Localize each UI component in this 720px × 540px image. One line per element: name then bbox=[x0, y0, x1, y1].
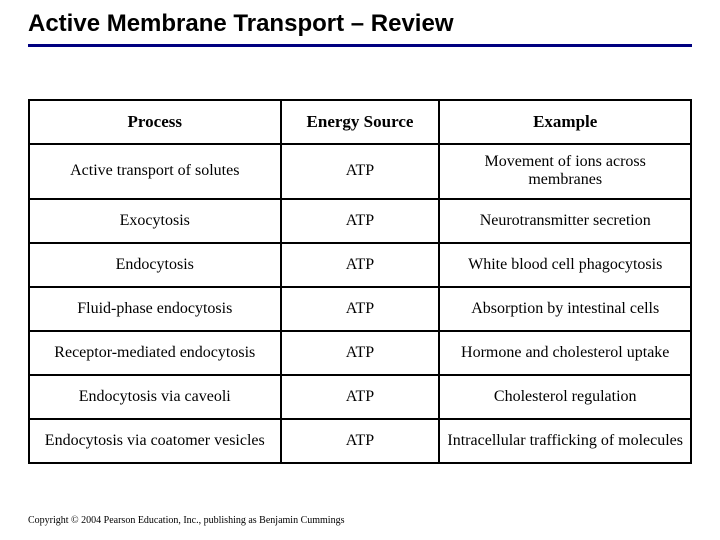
cell-example: Absorption by intestinal cells bbox=[439, 287, 691, 331]
col-header-energy: Energy Source bbox=[281, 100, 440, 144]
cell-example: Neurotransmitter secretion bbox=[439, 199, 691, 243]
cell-energy: ATP bbox=[281, 375, 440, 419]
cell-process: Active transport of solutes bbox=[29, 144, 281, 199]
cell-example: Cholesterol regulation bbox=[439, 375, 691, 419]
slide-page: Active Membrane Transport – Review Proce… bbox=[0, 0, 720, 540]
table-row: Endocytosis via caveoli ATP Cholesterol … bbox=[29, 375, 691, 419]
cell-process: Endocytosis via caveoli bbox=[29, 375, 281, 419]
table-row: Endocytosis via coatomer vesicles ATP In… bbox=[29, 419, 691, 463]
table-row: Fluid-phase endocytosis ATP Absorption b… bbox=[29, 287, 691, 331]
cell-example: Hormone and cholesterol uptake bbox=[439, 331, 691, 375]
table-container: Process Energy Source Example Active tra… bbox=[28, 99, 692, 464]
cell-process: Endocytosis via coatomer vesicles bbox=[29, 419, 281, 463]
col-header-example: Example bbox=[439, 100, 691, 144]
cell-energy: ATP bbox=[281, 243, 440, 287]
cell-example: White blood cell phagocytosis bbox=[439, 243, 691, 287]
table-row: Active transport of solutes ATP Movement… bbox=[29, 144, 691, 199]
transport-table: Process Energy Source Example Active tra… bbox=[28, 99, 692, 464]
col-header-process: Process bbox=[29, 100, 281, 144]
cell-example: Intracellular trafficking of molecules bbox=[439, 419, 691, 463]
cell-energy: ATP bbox=[281, 199, 440, 243]
table-row: Endocytosis ATP White blood cell phagocy… bbox=[29, 243, 691, 287]
cell-process: Exocytosis bbox=[29, 199, 281, 243]
page-title: Active Membrane Transport – Review bbox=[28, 10, 692, 47]
cell-energy: ATP bbox=[281, 144, 440, 199]
cell-process: Endocytosis bbox=[29, 243, 281, 287]
cell-energy: ATP bbox=[281, 419, 440, 463]
cell-energy: ATP bbox=[281, 287, 440, 331]
cell-process: Receptor-mediated endocytosis bbox=[29, 331, 281, 375]
table-row: Exocytosis ATP Neurotransmitter secretio… bbox=[29, 199, 691, 243]
table-row: Receptor-mediated endocytosis ATP Hormon… bbox=[29, 331, 691, 375]
copyright-footer: Copyright © 2004 Pearson Education, Inc.… bbox=[28, 515, 344, 526]
table-header-row: Process Energy Source Example bbox=[29, 100, 691, 144]
cell-energy: ATP bbox=[281, 331, 440, 375]
cell-example: Movement of ions across membranes bbox=[439, 144, 691, 199]
cell-process: Fluid-phase endocytosis bbox=[29, 287, 281, 331]
